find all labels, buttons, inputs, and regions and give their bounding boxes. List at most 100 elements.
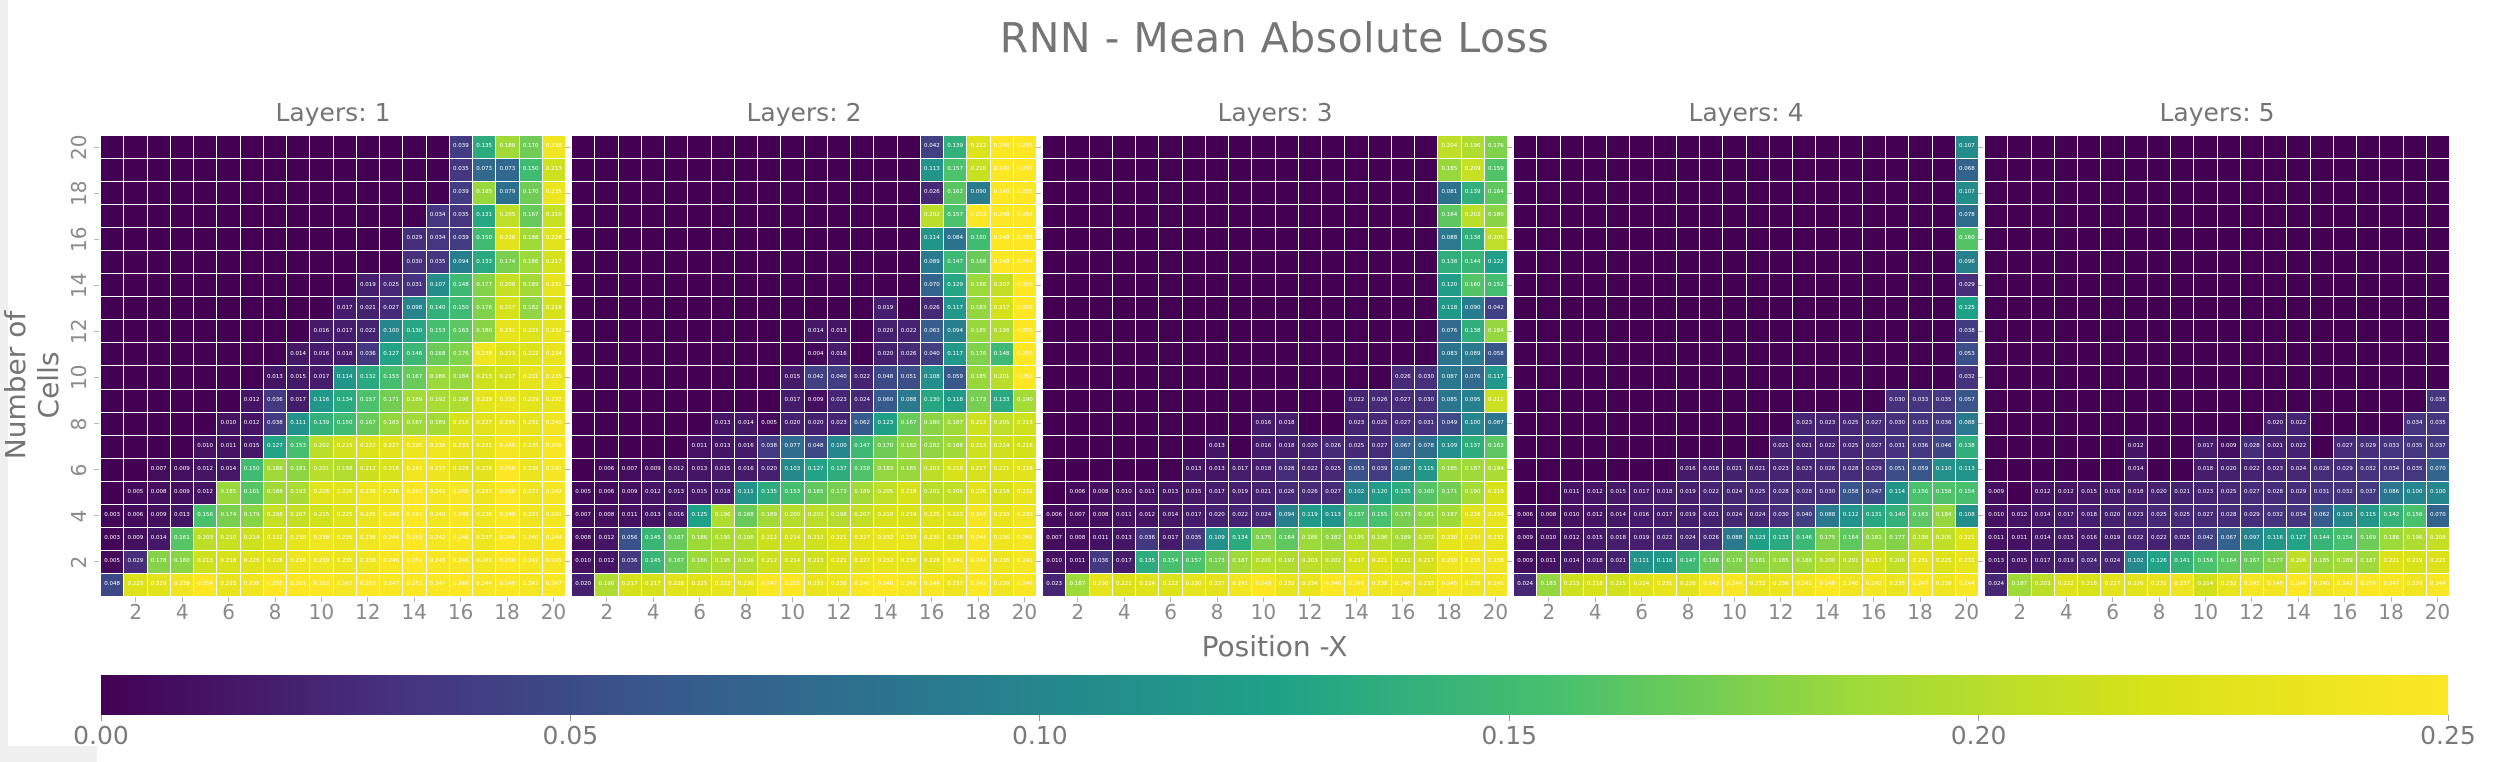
heatmap-cell: 0.017 <box>1182 504 1205 527</box>
heatmap-cell: 0.181 <box>1746 550 1769 573</box>
heatmap-cell <box>1909 182 1932 205</box>
heatmap-cell <box>1932 297 1955 320</box>
heatmap-cell: 0.240 <box>1391 573 1414 596</box>
heatmap-cell <box>1816 297 1839 320</box>
heatmap-cell <box>758 136 781 159</box>
heatmap-cell: 0.205 <box>874 481 897 504</box>
heatmap-cell <box>851 228 874 251</box>
heatmap-cell: 0.208 <box>2426 527 2449 550</box>
y-tick-mark <box>94 331 99 332</box>
heatmap-cell: 0.187 <box>1066 573 1089 596</box>
colorbar-tick-mark <box>100 715 102 721</box>
heatmap-cell: 0.021 <box>1252 481 1275 504</box>
x-tick-mark <box>1170 597 1172 602</box>
heatmap-cell: 0.228 <box>449 458 472 481</box>
heatmap-cell <box>2008 251 2031 274</box>
heatmap-cell <box>1746 435 1769 458</box>
heatmap-cell: 0.187 <box>403 412 426 435</box>
heatmap-cell: 0.244 <box>2426 573 2449 596</box>
heatmap-cell <box>1793 228 1816 251</box>
heatmap-cell: 0.025 <box>1746 481 1769 504</box>
heatmap-cell <box>170 412 193 435</box>
heatmap-cell: 0.053 <box>1345 458 1368 481</box>
x-tick-label: 4 <box>1588 600 1602 624</box>
heatmap-cell: 0.139 <box>944 136 967 159</box>
heatmap-cell <box>2194 389 2217 412</box>
heatmap-cell <box>572 136 595 159</box>
heatmap-cell <box>1793 136 1816 159</box>
heatmap-cell <box>1769 205 1792 228</box>
y-tick-mark <box>1978 469 1983 470</box>
heatmap-cell: 0.190 <box>1013 389 1036 412</box>
heatmap-cell <box>2240 343 2263 366</box>
heatmap-cell: 0.039 <box>449 182 472 205</box>
heatmap-cell: 0.042 <box>2194 527 2217 550</box>
heatmap-cell <box>1043 343 1066 366</box>
heatmap-cell <box>1839 228 1862 251</box>
heatmap-cell: 0.242 <box>2333 573 2356 596</box>
heatmap-cell <box>2101 159 2124 182</box>
heatmap-cell <box>781 320 804 343</box>
heatmap-cell: 0.077 <box>781 435 804 458</box>
heatmap-cell: 0.150 <box>240 458 263 481</box>
heatmap-cell: 0.168 <box>734 504 757 527</box>
heatmap-cell <box>287 274 310 297</box>
heatmap-cell: 0.180 <box>473 320 496 343</box>
heatmap-cell: 0.242 <box>2240 573 2263 596</box>
heatmap-cell: 0.138 <box>1438 251 1461 274</box>
heatmap-cell: 0.196 <box>734 550 757 573</box>
heatmap-cell <box>1415 320 1438 343</box>
heatmap-cell: 0.153 <box>781 481 804 504</box>
heatmap-cell: 0.237 <box>944 573 967 596</box>
heatmap-cell <box>1345 343 1368 366</box>
heatmap-cell <box>1066 274 1089 297</box>
heatmap-cell <box>595 343 618 366</box>
x-tick-mark <box>791 597 793 602</box>
heatmap-cell <box>618 274 641 297</box>
heatmap-cell: 0.231 <box>496 320 519 343</box>
heatmap-cell: 0.034 <box>2403 412 2426 435</box>
heatmap-cell <box>1723 228 1746 251</box>
heatmap-cell: 0.024 <box>1252 504 1275 527</box>
y-tick-mark <box>94 239 99 240</box>
heatmap-cell <box>758 205 781 228</box>
heatmap-cell <box>572 320 595 343</box>
heatmap-cell: 0.127 <box>263 435 286 458</box>
heatmap-cell <box>356 228 379 251</box>
heatmap-cell <box>2031 435 2054 458</box>
x-tick-mark <box>606 597 608 602</box>
x-tick-label: 14 <box>2285 600 2311 624</box>
heatmap-cell <box>1345 228 1368 251</box>
heatmap-cell <box>897 182 920 205</box>
heatmap-cell <box>1630 366 1653 389</box>
heatmap-cell <box>1089 251 1112 274</box>
x-tick-label: 10 <box>1721 600 1748 624</box>
heatmap-cell <box>897 274 920 297</box>
heatmap-cell <box>1985 389 2008 412</box>
heatmap-cell: 0.221 <box>1955 527 1978 550</box>
heatmap-cell <box>1159 182 1182 205</box>
x-tick-mark <box>2065 597 2067 602</box>
heatmap-cell: 0.030 <box>403 251 426 274</box>
x-tick-mark <box>274 597 276 602</box>
heatmap-cell <box>2426 251 2449 274</box>
heatmap-cell <box>2333 251 2356 274</box>
heatmap-cell <box>1089 159 1112 182</box>
heatmap-cell <box>217 205 240 228</box>
heatmap-cell <box>595 205 618 228</box>
heatmap-cell <box>2287 251 2310 274</box>
heatmap-cell <box>595 297 618 320</box>
heatmap-cell <box>1630 228 1653 251</box>
heatmap-cell <box>1322 343 1345 366</box>
heatmap-cell <box>1769 320 1792 343</box>
heatmap-cell: 0.111 <box>734 481 757 504</box>
heatmap-cell: 0.095 <box>1461 389 1484 412</box>
heatmap-cell <box>1985 274 2008 297</box>
heatmap-cell <box>2217 297 2240 320</box>
y-tick-mark <box>1507 331 1512 332</box>
heatmap-cell: 0.113 <box>920 159 943 182</box>
heatmap-cell: 0.027 <box>1862 435 1885 458</box>
heatmap-cell: 0.011 <box>217 435 240 458</box>
heatmap-cell <box>2310 274 2333 297</box>
heatmap-cell: 0.135 <box>758 481 781 504</box>
